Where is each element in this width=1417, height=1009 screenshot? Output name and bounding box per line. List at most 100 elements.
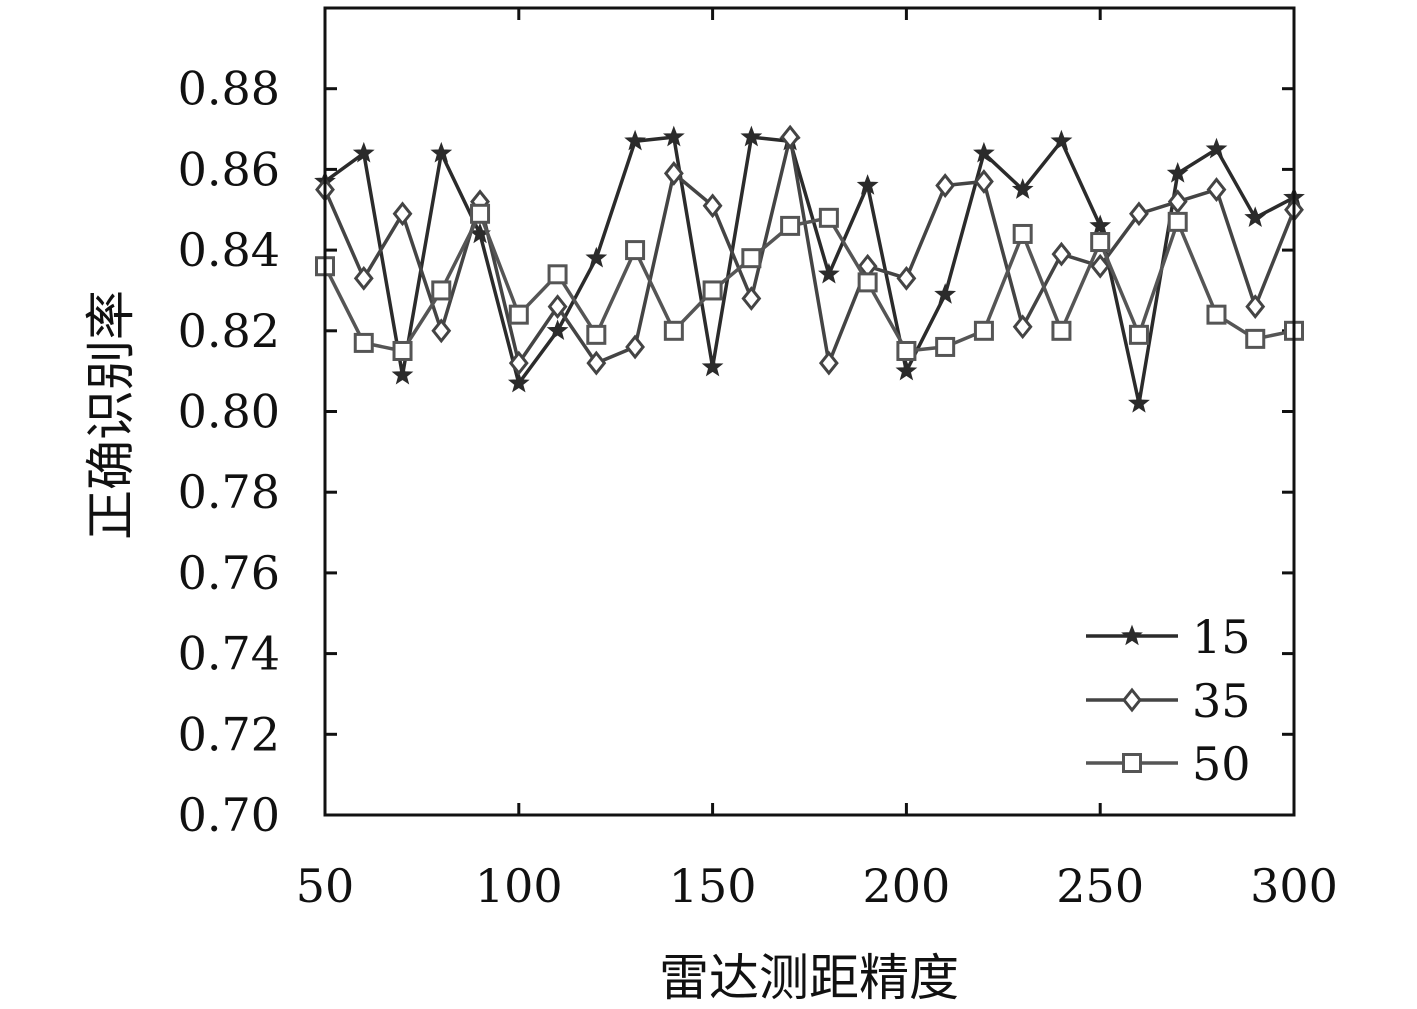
series-line-15 (323, 135, 1295, 406)
data-point-35 (431, 318, 452, 344)
data-point-15 (740, 125, 763, 147)
data-point-15 (1011, 178, 1034, 199)
data-point-15 (973, 141, 995, 163)
data-point-15 (818, 262, 840, 284)
data-point-35 (392, 201, 413, 227)
data-point-35 (1129, 201, 1149, 227)
data-point-50 (547, 264, 568, 285)
x-tick-label: 100 (475, 859, 563, 913)
data-point-15 (701, 355, 724, 377)
data-point-50 (663, 320, 684, 341)
series-15 (314, 125, 1305, 413)
data-point-15 (1089, 214, 1112, 236)
data-point-50 (935, 336, 956, 357)
data-point-15 (1050, 129, 1073, 151)
legend-label: 50 (1192, 737, 1251, 791)
data-point-15 (391, 363, 414, 385)
data-point-15 (895, 359, 918, 381)
y-tick-label: 0.72 (178, 707, 280, 761)
y-tick-label: 0.88 (178, 62, 280, 116)
data-point-50 (470, 203, 491, 224)
y-tick-label: 0.84 (178, 223, 280, 277)
data-point-15 (1166, 161, 1189, 183)
data-point-15 (352, 141, 375, 163)
data-point-15 (430, 141, 453, 163)
y-axis-title: 正确识别率 (82, 290, 140, 540)
legend-marker (1122, 687, 1142, 713)
data-point-35 (625, 334, 646, 360)
data-point-50 (508, 304, 529, 325)
data-point-50 (896, 340, 917, 361)
y-tick-label: 0.80 (178, 385, 280, 439)
data-point-50 (1012, 223, 1033, 244)
data-point-35 (973, 169, 994, 194)
y-tick-label: 0.74 (178, 627, 280, 681)
data-point-50 (741, 248, 762, 269)
x-tick-label: 250 (1056, 859, 1144, 913)
data-point-35 (586, 350, 607, 376)
data-point-15 (624, 129, 646, 151)
legend: 15 35 50 (1086, 610, 1251, 791)
plot-frame (323, 6, 1296, 817)
x-tick-label: 150 (669, 859, 757, 913)
legend-item-15: 15 (1086, 610, 1251, 664)
data-point-35 (935, 173, 956, 198)
data-point-35 (353, 265, 374, 291)
data-point-35 (780, 124, 801, 150)
legend-label: 35 (1192, 674, 1251, 728)
data-point-35 (1090, 253, 1111, 279)
data-point-50 (353, 332, 374, 353)
x-axis-title: 雷达测距精度 (659, 949, 959, 1007)
data-point-15 (1205, 137, 1228, 159)
data-point-35 (508, 350, 529, 376)
data-point-35 (1051, 241, 1072, 267)
data-point-50 (973, 320, 994, 341)
data-point-35 (741, 286, 762, 311)
series-50 (315, 203, 1304, 361)
x-tick-label: 200 (862, 859, 950, 913)
legend-marker (1122, 753, 1142, 773)
data-point-50 (1128, 324, 1149, 345)
data-point-50 (818, 207, 839, 228)
series-layer (314, 124, 1305, 413)
data-point-35 (1012, 314, 1033, 340)
x-tick-label: 50 (296, 859, 355, 913)
data-point-35 (702, 193, 723, 219)
data-point-15 (662, 125, 685, 147)
data-point-50 (1167, 211, 1188, 232)
data-point-35 (896, 265, 917, 291)
data-point-50 (1245, 328, 1266, 349)
x-tick-label: 300 (1250, 859, 1338, 913)
data-point-50 (1206, 304, 1227, 325)
data-point-50 (857, 272, 878, 293)
data-point-35 (1167, 189, 1188, 215)
data-point-15 (1128, 391, 1150, 413)
data-point-50 (392, 340, 413, 361)
y-tick-label: 0.82 (178, 304, 280, 358)
series-line-50 (323, 212, 1295, 353)
y-tick-label: 0.76 (178, 546, 280, 600)
data-point-35 (1206, 177, 1227, 202)
y-tick-label: 0.86 (178, 142, 280, 196)
data-point-15 (934, 283, 957, 304)
legend-item-35: 35 (1086, 674, 1251, 728)
data-point-35 (1245, 294, 1266, 319)
legend-marker (1121, 624, 1143, 646)
y-tick-label: 0.70 (178, 788, 280, 842)
data-point-50 (431, 280, 452, 301)
data-point-35 (818, 350, 839, 376)
data-point-50 (1090, 232, 1111, 253)
data-point-15 (585, 246, 608, 268)
data-point-35 (547, 294, 568, 319)
data-point-50 (1051, 320, 1072, 341)
data-point-50 (625, 240, 646, 261)
data-point-35 (663, 161, 684, 186)
data-point-15 (856, 174, 879, 195)
data-point-50 (586, 324, 607, 345)
tick-labels: 50 100 150 200 250 300 0.70 0.72 0.74 0.76 0.78 0.8… (178, 62, 1338, 913)
data-point-50 (780, 215, 801, 236)
y-tick-label: 0.78 (178, 465, 280, 519)
data-point-15 (507, 371, 530, 393)
